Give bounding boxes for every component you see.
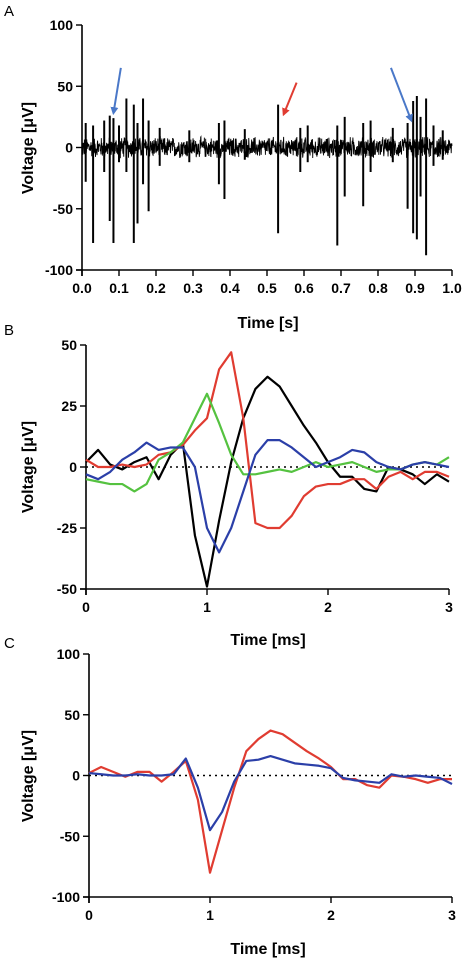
x-tick-label: 0.3: [183, 280, 203, 296]
y-tick-label: 25: [61, 398, 77, 414]
x-tick-label: 0.1: [109, 280, 129, 296]
x-axis-title: Time [ms]: [230, 632, 305, 649]
plot-area: 100 50 0 -50 -100 0 1 2 3: [52, 646, 456, 923]
y-tick-label: -50: [53, 201, 73, 217]
y-tick-label: -25: [57, 520, 77, 536]
series-line: [88, 754, 453, 832]
x-tick-label: 2: [324, 599, 332, 615]
x-tick-label: 0.2: [146, 280, 166, 296]
x-tick-label: 3: [448, 907, 456, 923]
y-tick-label: -50: [57, 581, 77, 597]
y-axis-title: Voltage [μV]: [20, 102, 37, 194]
annotation-arrow: [282, 82, 298, 117]
y-tick-label: 50: [64, 707, 80, 723]
y-tick-label: 0: [69, 459, 77, 475]
y-axis-title: Voltage [μV]: [20, 421, 37, 513]
y-tick-label: -50: [60, 828, 80, 844]
y-tick-label: 100: [50, 17, 74, 33]
panel-label: C: [4, 635, 15, 652]
x-tick-label: 0.6: [294, 280, 314, 296]
x-tick-label: 2: [327, 907, 335, 923]
x-tick-label: 0.5: [257, 280, 277, 296]
x-axis-title: Time [s]: [237, 315, 298, 332]
plot-area: 100 50 0 -50 -100 0.0 0.1 0.2 0.3 0.4 0.5 0.6 0.7 0.8…: [45, 17, 462, 296]
x-tick-label: 0: [85, 907, 93, 923]
x-tick-label: 0.9: [405, 280, 425, 296]
y-tick-label: -100: [45, 262, 73, 278]
series-line: [85, 392, 450, 493]
x-tick-label: 1: [203, 599, 211, 615]
y-tick-label: 0: [72, 768, 80, 784]
y-tick-label: 50: [57, 78, 73, 94]
panel-label: B: [4, 322, 14, 339]
x-tick-label: 0.0: [72, 280, 92, 296]
x-tick-label: 0.4: [220, 280, 240, 296]
y-tick-label: 50: [61, 337, 77, 353]
panel-b: B Voltage [μV] Time [ms] 50 25 0 -25 -50 0 1 2 3: [4, 322, 453, 649]
y-tick-label: 100: [57, 646, 81, 662]
x-tick-label: 0.8: [368, 280, 388, 296]
x-tick-label: 0.7: [331, 280, 351, 296]
annotation-arrow: [110, 67, 122, 116]
x-axis-title: Time [ms]: [230, 941, 305, 958]
y-axis-title: Voltage [μV]: [20, 730, 37, 822]
series-line: [85, 351, 450, 530]
panel-label: A: [4, 3, 14, 20]
series-line: [88, 729, 452, 874]
series-line: [85, 439, 450, 554]
panel-a: A Voltage [μV] Time [s] 100 50 0 -50 -100 0.0…: [4, 3, 462, 332]
x-tick-label: 0: [82, 599, 90, 615]
y-tick-label: -100: [52, 889, 80, 905]
annotation-arrow: [390, 67, 413, 123]
series-line: [85, 375, 450, 588]
x-tick-label: 1: [206, 907, 214, 923]
y-tick-label: 0: [65, 140, 73, 156]
x-tick-label: 3: [445, 599, 453, 615]
plot-area: 50 25 0 -25 -50 0 1 2 3: [57, 337, 453, 615]
x-tick-label: 1.0: [442, 280, 462, 296]
